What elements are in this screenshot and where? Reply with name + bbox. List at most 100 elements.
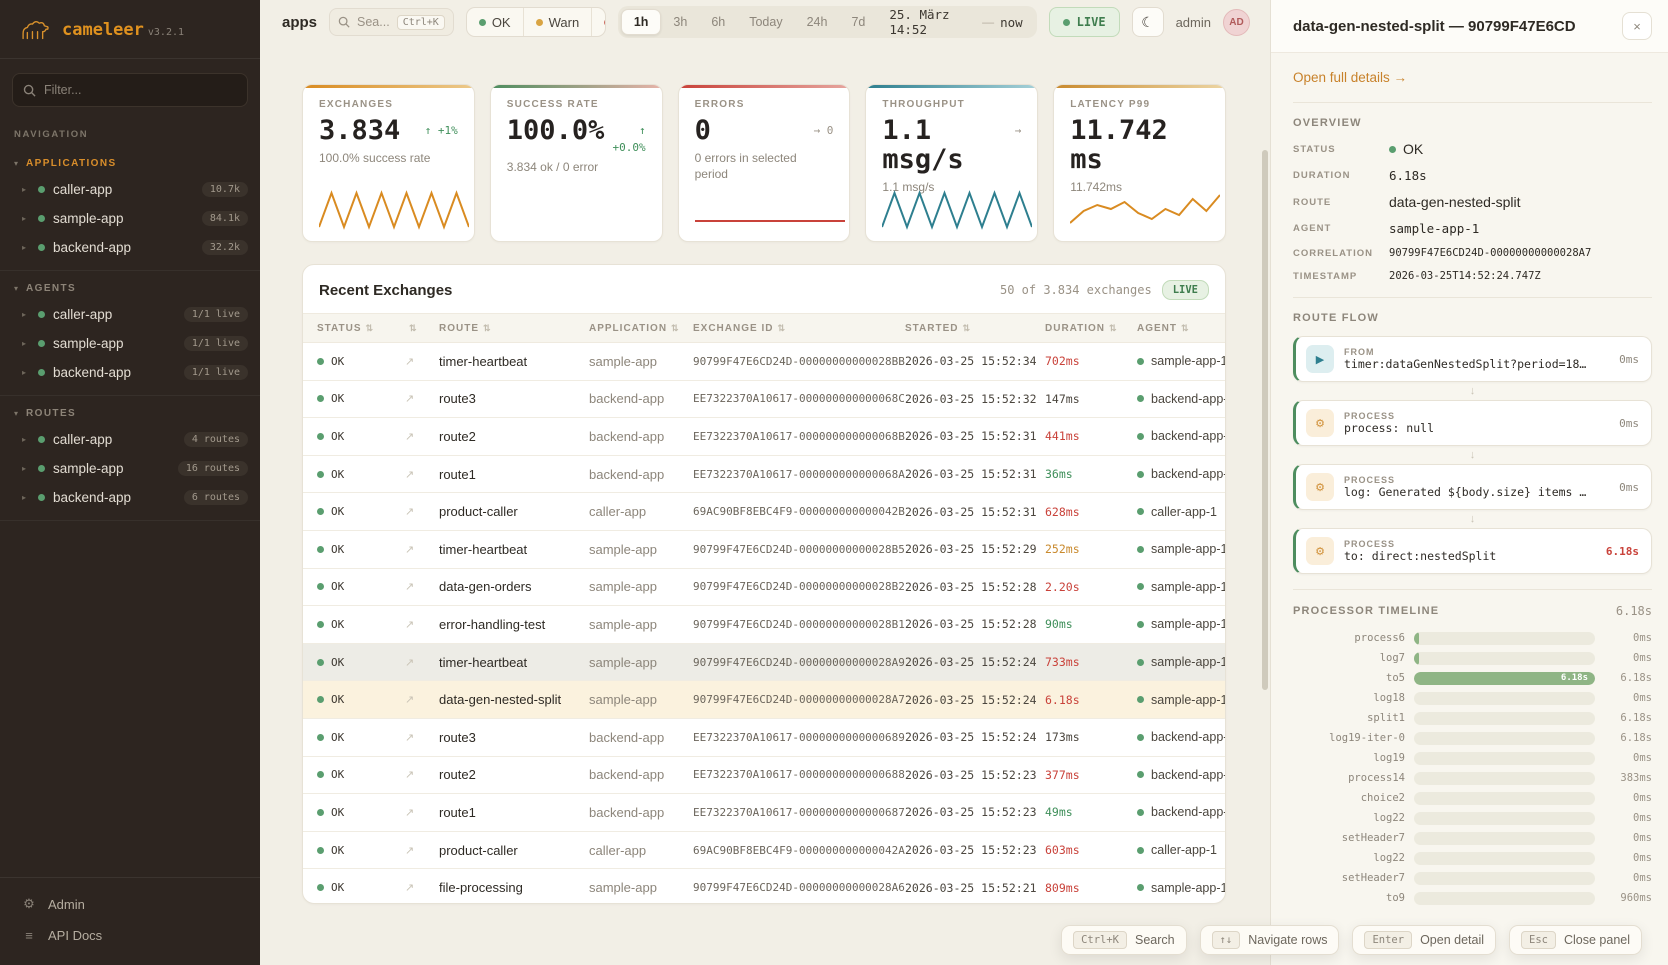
agent-dot-icon: [1137, 583, 1144, 591]
status-cell: OK: [317, 355, 405, 368]
date-range-start[interactable]: 25. März 14:52: [889, 7, 950, 37]
sidebar-item[interactable]: ▸ sample-app 1/1 live: [0, 329, 260, 358]
table-row[interactable]: OK ↗ data-gen-orders sample-app 90799F47…: [303, 569, 1225, 607]
open-row-icon[interactable]: ↗: [405, 844, 415, 857]
open-row-icon[interactable]: ↗: [405, 806, 415, 819]
column-header[interactable]: DURATION ⇅: [1045, 323, 1137, 334]
live-button[interactable]: LIVE: [1048, 7, 1120, 37]
sidebar-item[interactable]: ▸ backend-app 32.2k: [0, 233, 260, 262]
route-flow-step[interactable]: ⚙ PROCESS log: Generated ${body.size} it…: [1293, 464, 1652, 510]
table-row[interactable]: OK ↗ route2 backend-app EE7322370A10617-…: [303, 757, 1225, 795]
timeline-row[interactable]: log18 0ms: [1293, 688, 1652, 708]
sidebar-footer-item[interactable]: ≡ API Docs: [0, 920, 260, 951]
date-range-end[interactable]: now: [1000, 14, 1023, 30]
scrollbar-thumb[interactable]: [1262, 150, 1268, 690]
open-row-icon[interactable]: ↗: [405, 882, 415, 895]
open-row-icon[interactable]: ↗: [405, 506, 415, 519]
table-row[interactable]: OK ↗ route2 backend-app EE7322370A10617-…: [303, 418, 1225, 456]
time-range-button[interactable]: 24h: [806, 15, 828, 29]
timeline-row[interactable]: process6 0ms: [1293, 628, 1652, 648]
column-header[interactable]: ⇅: [405, 323, 439, 334]
time-range-button[interactable]: 1h: [620, 9, 662, 35]
timeline-row[interactable]: log19 0ms: [1293, 748, 1652, 768]
filter-input[interactable]: [44, 83, 237, 97]
open-row-icon[interactable]: ↗: [405, 393, 415, 406]
theme-toggle-button[interactable]: ☾: [1131, 7, 1164, 37]
time-range-button[interactable]: Today: [749, 15, 783, 29]
timeline-row[interactable]: log7 0ms: [1293, 648, 1652, 668]
timeline-row[interactable]: to5 6.18s 6.18s: [1293, 668, 1652, 688]
table-row[interactable]: OK ↗ timer-heartbeat sample-app 90799F47…: [303, 643, 1225, 682]
column-header[interactable]: EXCHANGE ID ⇅: [693, 323, 905, 334]
sidebar-item[interactable]: ▸ caller-app 10.7k: [0, 175, 260, 204]
sidebar-item[interactable]: ▸ sample-app 16 routes: [0, 454, 260, 483]
table-row[interactable]: OK ↗ product-caller caller-app 69AC90BF8…: [303, 493, 1225, 531]
open-row-icon[interactable]: ↗: [405, 581, 415, 594]
filter-input-wrap[interactable]: [12, 73, 248, 107]
sidebar-footer-item[interactable]: ⚙ Admin: [0, 888, 260, 920]
open-row-icon[interactable]: ↗: [405, 543, 415, 556]
table-row[interactable]: OK ↗ data-gen-nested-split sample-app 90…: [303, 681, 1225, 719]
status-filter[interactable]: Warn: [524, 8, 593, 36]
table-row[interactable]: OK ↗ file-processing sample-app 90799F47…: [303, 869, 1225, 903]
open-row-icon[interactable]: ↗: [405, 656, 415, 669]
table-row[interactable]: OK ↗ timer-heartbeat sample-app 90799F47…: [303, 343, 1225, 381]
timeline-row[interactable]: setHeader7 0ms: [1293, 868, 1652, 888]
route-flow-step[interactable]: ⚙ PROCESS to: direct:nestedSplit 6.18s: [1293, 528, 1652, 574]
sidebar-item-label: backend-app: [53, 240, 132, 255]
avatar[interactable]: AD: [1223, 8, 1250, 36]
panel-title: data-gen-nested-split — 90799F47E6CD: [1293, 17, 1576, 35]
timeline-row[interactable]: log22 0ms: [1293, 848, 1652, 868]
column-header[interactable]: STARTED ⇅: [905, 323, 1045, 334]
sidebar-item[interactable]: ▸ backend-app 1/1 live: [0, 358, 260, 387]
table-row[interactable]: OK ↗ product-caller caller-app 69AC90BF8…: [303, 832, 1225, 870]
agent-dot-icon: [1137, 884, 1144, 892]
column-header[interactable]: AGENT ⇅: [1137, 323, 1225, 334]
status-filter[interactable]: OK: [467, 8, 524, 36]
timeline-row[interactable]: log19-iter-0 6.18s: [1293, 728, 1652, 748]
open-row-icon[interactable]: ↗: [405, 731, 415, 744]
panel-body: Open full details → OVERVIEW STATUS OK D…: [1271, 53, 1668, 965]
open-row-icon[interactable]: ↗: [405, 769, 415, 782]
route-flow-step[interactable]: ▶ FROM timer:dataGenNestedSplit?period=1…: [1293, 336, 1652, 382]
column-header[interactable]: APPLICATION ⇅: [589, 323, 693, 334]
open-row-icon[interactable]: ↗: [405, 355, 415, 368]
sidebar-section-header[interactable]: ▾ ROUTES: [0, 406, 260, 425]
close-button[interactable]: ×: [1622, 12, 1652, 40]
time-range-button[interactable]: 3h: [673, 15, 688, 29]
open-full-details-link[interactable]: Open full details →: [1293, 70, 1408, 85]
sidebar-section-header[interactable]: ▾ AGENTS: [0, 281, 260, 300]
timeline-row[interactable]: log22 0ms: [1293, 808, 1652, 828]
timeline-row[interactable]: to9 960ms: [1293, 888, 1652, 908]
timeline-row[interactable]: setHeader7 0ms: [1293, 828, 1652, 848]
table-row[interactable]: OK ↗ error-handling-test sample-app 9079…: [303, 606, 1225, 644]
table-row[interactable]: OK ↗ route3 backend-app EE7322370A10617-…: [303, 381, 1225, 419]
time-range-button[interactable]: 6h: [711, 15, 726, 29]
sort-icon: ⇅: [671, 322, 680, 333]
sidebar-item[interactable]: ▸ backend-app 6 routes: [0, 483, 260, 512]
column-header[interactable]: STATUS ⇅: [317, 323, 405, 334]
agent-cell: backend-app-1: [1137, 768, 1225, 782]
open-row-icon[interactable]: ↗: [405, 694, 415, 707]
sidebar-section-header[interactable]: ▾ APPLICATIONS: [0, 156, 260, 175]
open-row-icon[interactable]: ↗: [405, 618, 415, 631]
open-row-icon[interactable]: ↗: [405, 468, 415, 481]
open-row-icon[interactable]: ↗: [405, 430, 415, 443]
column-header[interactable]: ROUTE ⇅: [439, 323, 589, 334]
sidebar-item[interactable]: ▸ caller-app 1/1 live: [0, 300, 260, 329]
table-row[interactable]: OK ↗ route3 backend-app EE7322370A10617-…: [303, 719, 1225, 757]
sidebar-item[interactable]: ▸ sample-app 84.1k: [0, 204, 260, 233]
table-row[interactable]: OK ↗ route1 backend-app EE7322370A10617-…: [303, 456, 1225, 494]
timeline-row[interactable]: choice2 0ms: [1293, 788, 1652, 808]
status-cell: OK: [317, 844, 405, 857]
sidebar-item[interactable]: ▸ caller-app 4 routes: [0, 425, 260, 454]
timeline-row[interactable]: process14 383ms: [1293, 768, 1652, 788]
time-range-button[interactable]: 7d: [851, 15, 866, 29]
timeline-row[interactable]: split1 6.18s: [1293, 708, 1652, 728]
global-search[interactable]: Sea... Ctrl+K: [329, 8, 454, 36]
route-flow-step[interactable]: ⚙ PROCESS process: null 0ms: [1293, 400, 1652, 446]
table-row[interactable]: OK ↗ timer-heartbeat sample-app 90799F47…: [303, 531, 1225, 569]
table-row[interactable]: OK ↗ route1 backend-app EE7322370A10617-…: [303, 794, 1225, 832]
status-filter[interactable]: E: [592, 8, 605, 36]
